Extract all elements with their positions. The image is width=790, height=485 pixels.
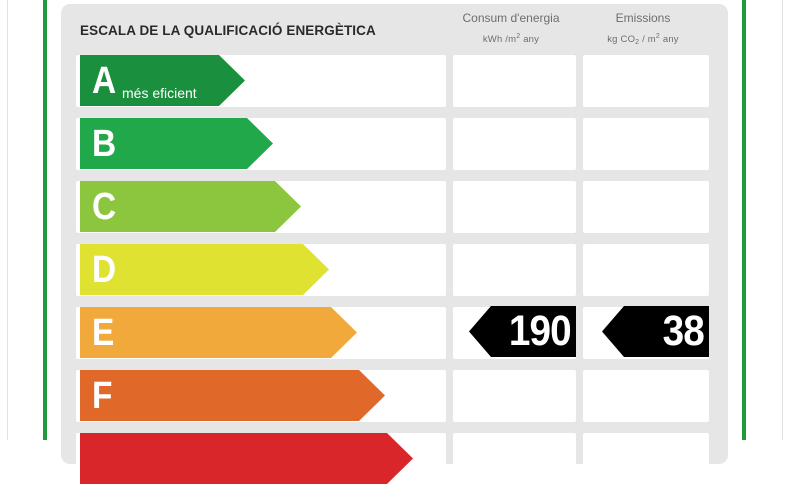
energy-class-band: B xyxy=(80,118,273,169)
emissions-cell xyxy=(583,433,709,485)
consumption-unit: kWh /m2 any xyxy=(482,33,540,45)
consumption-cell xyxy=(453,181,576,233)
label-border-left xyxy=(43,0,47,440)
consumption-cell xyxy=(453,244,576,296)
consumption-rating-value: 190 xyxy=(509,307,572,355)
consumption-cell xyxy=(453,55,576,107)
consumption-cell xyxy=(453,433,576,485)
energy-class-note: més eficient xyxy=(122,85,197,101)
emissions-cell xyxy=(583,370,709,422)
left-edge-line xyxy=(7,0,8,440)
emissions-header-title: Emissions xyxy=(615,11,671,25)
consumption-header-title: Consum d'energia xyxy=(462,11,560,25)
energy-class-band xyxy=(80,433,413,484)
emissions-rating-tag: 38 xyxy=(602,306,709,357)
energy-class-letter: F xyxy=(92,375,113,417)
energy-class-letter: D xyxy=(92,249,117,291)
emissions-cell xyxy=(583,244,709,296)
energy-class-band: C xyxy=(80,181,301,232)
energy-class-band: F xyxy=(80,370,385,421)
consumption-column-header: Consum d'energia kWh /m2 any xyxy=(446,11,576,47)
scale-title: ESCALA DE LA QUALIFICACIÓ ENERGÈTICA xyxy=(80,23,376,38)
consumption-cell xyxy=(453,370,576,422)
emissions-cell xyxy=(583,118,709,170)
energy-class-band: D xyxy=(80,244,329,295)
emissions-rating-value: 38 xyxy=(662,307,705,355)
right-edge-line xyxy=(782,0,783,440)
emissions-cell xyxy=(583,55,709,107)
energy-class-band: E xyxy=(80,307,357,358)
label-border-right xyxy=(742,0,746,440)
energy-class-letter: A xyxy=(92,60,117,102)
emissions-unit: kg CO2 / m2 any xyxy=(607,33,679,46)
energy-class-letter: C xyxy=(92,186,117,228)
energy-class-letter: E xyxy=(92,312,115,354)
emissions-cell xyxy=(583,181,709,233)
emissions-column-header: Emissions kg CO2 / m2 any xyxy=(578,11,708,50)
energy-class-letter: B xyxy=(92,123,117,165)
consumption-cell xyxy=(453,118,576,170)
consumption-rating-tag: 190 xyxy=(469,306,576,357)
